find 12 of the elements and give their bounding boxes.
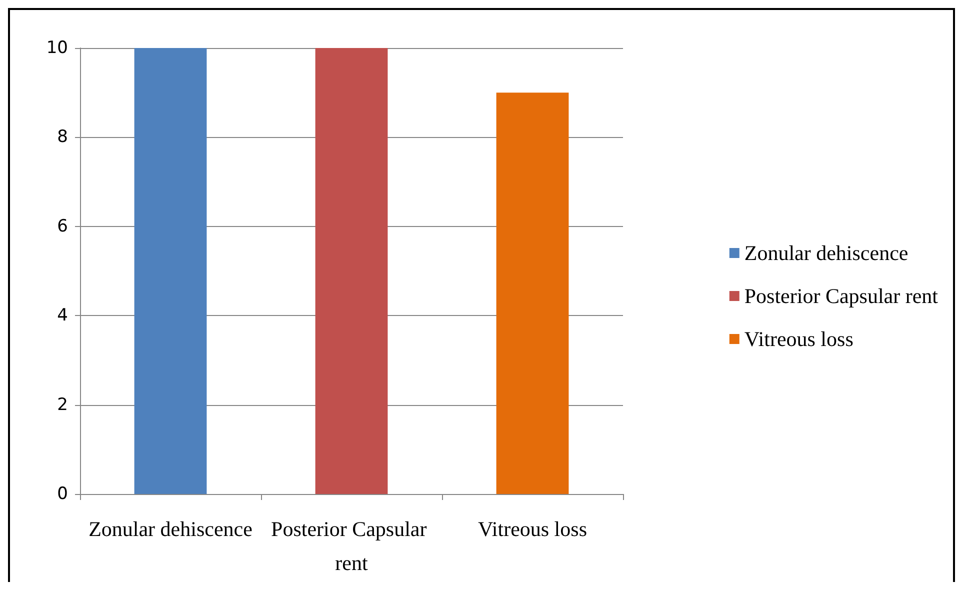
legend-label: Vitreous loss xyxy=(744,327,854,351)
y-tick-label: 8 xyxy=(57,127,68,148)
legend-label: Posterior Capsular rent xyxy=(744,284,938,308)
y-tick-label: 2 xyxy=(57,394,68,415)
x-tick-label: Vitreous loss xyxy=(478,517,587,541)
x-tick-label: Zonular dehiscence xyxy=(88,517,252,541)
y-tick-label: 6 xyxy=(57,216,68,236)
y-tick-label: 0 xyxy=(57,484,68,504)
y-tick-label: 4 xyxy=(57,306,68,326)
x-tick-label: Posterior Capsular rent xyxy=(271,517,432,575)
y-tick-label: 10 xyxy=(46,38,68,58)
legend-label: Zonular dehiscence xyxy=(744,241,908,265)
